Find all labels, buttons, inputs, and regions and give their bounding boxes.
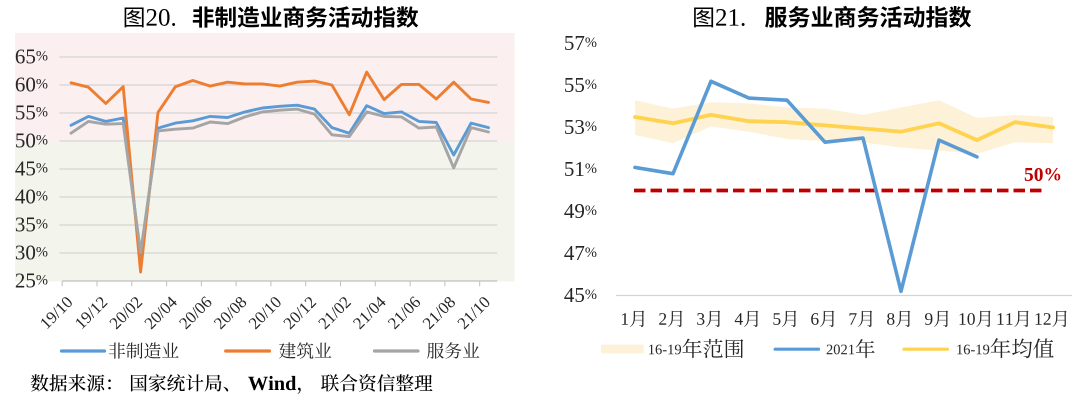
svg-text:50%: 50% (1024, 165, 1062, 186)
svg-text:25%: 25% (15, 268, 48, 292)
svg-text:47%: 47% (564, 241, 597, 265)
svg-text:55%: 55% (564, 73, 597, 97)
svg-text:57%: 57% (564, 31, 597, 55)
svg-text:30%: 30% (15, 240, 48, 264)
svg-text:60%: 60% (15, 72, 48, 96)
svg-text:35%: 35% (15, 212, 48, 236)
svg-text:50%: 50% (15, 128, 48, 152)
svg-text:49%: 49% (564, 199, 597, 223)
svg-text:55%: 55% (15, 100, 48, 124)
svg-text:45%: 45% (564, 283, 597, 307)
svg-text:53%: 53% (564, 115, 597, 139)
svg-text:51%: 51% (564, 157, 597, 181)
svg-text:40%: 40% (15, 184, 48, 208)
svg-text:45%: 45% (15, 156, 48, 180)
svg-text:65%: 65% (15, 44, 48, 68)
